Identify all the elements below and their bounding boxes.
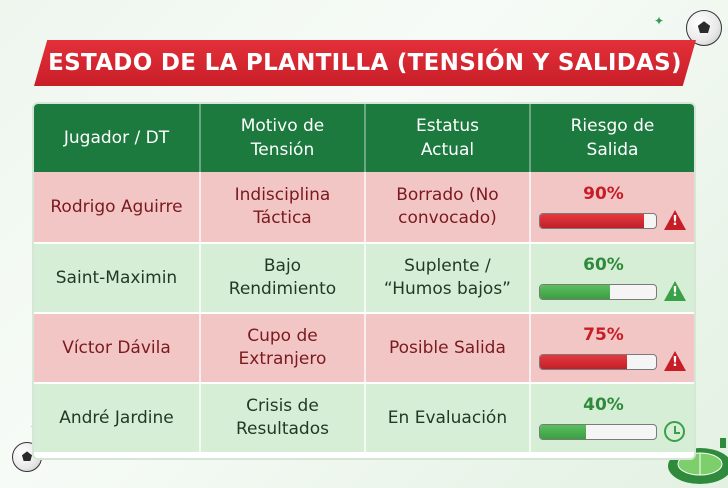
status-cell: Suplente / “Humos bajos” — [366, 244, 531, 312]
risk-progress-bar — [538, 423, 657, 440]
reason-cell: Bajo Rendimiento — [201, 244, 366, 312]
risk-cell: 40% — [531, 384, 694, 452]
risk-progress-bar — [538, 353, 657, 370]
table-row: Rodrigo Aguirre Indisciplina Táctica Borra… — [34, 172, 694, 242]
reason-cell-text: Indisciplina Táctica — [234, 185, 331, 228]
title-banner: ESTADO DE LA PLANTILLA (TENSIÓN Y SALIDA… — [34, 40, 696, 86]
status-cell-text: Borrado (No convocado) — [396, 185, 499, 228]
risk-cell: 75%! — [531, 314, 694, 382]
risk-bar-wrap: ! — [538, 350, 686, 373]
warning-icon: ! — [663, 209, 686, 232]
risk-bar-wrap — [538, 420, 686, 443]
table-row: André Jardine Crisis de Resultados En Eval… — [34, 382, 694, 452]
risk-bar-wrap: ! — [538, 280, 686, 303]
reason-cell: Crisis de Resultados — [201, 384, 366, 452]
risk-progress-bar — [538, 283, 657, 300]
risk-cell: 90%! — [531, 172, 694, 242]
player-cell: Rodrigo Aguirre — [34, 172, 201, 242]
risk-progress-fill — [539, 354, 627, 369]
sparkle-icon: ✦ — [654, 14, 665, 28]
header-reason: Motivo de Tensión — [201, 104, 366, 172]
table-header-row: Jugador / DT Motivo de Tensión Estatus A… — [34, 104, 694, 172]
header-risk: Riesgo de Salida — [570, 116, 655, 160]
risk-percentage: 40% — [583, 394, 624, 415]
status-cell: En Evaluación — [366, 384, 531, 452]
risk-cell: 60%! — [531, 244, 694, 312]
player-cell: Víctor Dávila — [34, 314, 201, 382]
risk-percentage: 75% — [583, 324, 624, 345]
reason-cell: Indisciplina Táctica — [201, 172, 366, 242]
warning-icon: ! — [663, 280, 686, 303]
table-row: Saint-Maximin Bajo Rendimiento Suplente / … — [34, 242, 694, 312]
page-title: ESTADO DE LA PLANTILLA (TENSIÓN Y SALIDA… — [48, 50, 682, 76]
risk-progress-fill — [539, 213, 645, 228]
risk-progress-fill — [539, 424, 587, 439]
player-cell-text: André Jardine — [59, 407, 174, 428]
risk-percentage: 90% — [583, 183, 624, 204]
risk-percentage: 60% — [583, 254, 624, 275]
status-cell-text: Posible Salida — [389, 337, 506, 358]
squad-status-table: Jugador / DT Motivo de Tensión Estatus A… — [32, 102, 696, 460]
reason-cell-text: Bajo Rendimiento — [228, 256, 337, 299]
risk-progress-fill — [539, 284, 610, 299]
player-cell-text: Saint-Maximin — [55, 267, 178, 288]
reason-cell-text: Crisis de Resultados — [235, 396, 329, 439]
reason-cell: Cupo de Extranjero — [201, 314, 366, 382]
player-cell-text: Víctor Dávila — [62, 337, 171, 358]
status-cell-text: En Evaluación — [387, 407, 508, 428]
status-cell: Posible Salida — [366, 314, 531, 382]
status-cell-text: Suplente / “Humos bajos” — [383, 256, 511, 299]
clock-icon — [663, 420, 686, 443]
risk-bar-wrap: ! — [538, 209, 686, 232]
warning-icon: ! — [663, 350, 686, 373]
player-cell: André Jardine — [34, 384, 201, 452]
status-cell: Borrado (No convocado) — [366, 172, 531, 242]
header-status: Estatus Actual — [366, 104, 531, 172]
player-cell: Saint-Maximin — [34, 244, 201, 312]
header-player: Jugador / DT — [34, 104, 201, 172]
reason-cell-text: Cupo de Extranjero — [238, 326, 327, 369]
table-row: Víctor Dávila Cupo de Extranjero Posible S… — [34, 312, 694, 382]
player-cell-text: Rodrigo Aguirre — [50, 196, 183, 217]
risk-progress-bar — [538, 212, 657, 229]
